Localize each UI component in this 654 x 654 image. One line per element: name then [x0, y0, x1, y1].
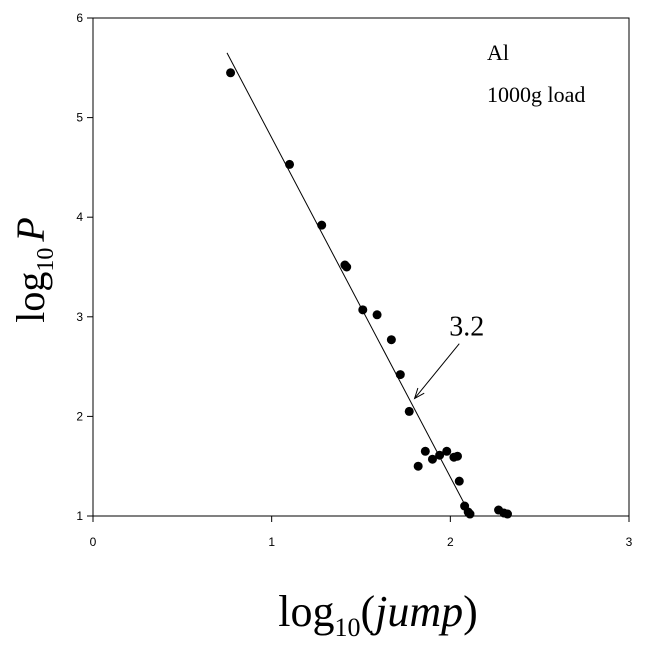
data-point	[317, 220, 327, 230]
data-point	[395, 370, 405, 380]
x-label-main: log	[278, 587, 334, 636]
data-point	[503, 509, 513, 519]
y-label-sub: 10	[33, 248, 59, 272]
y-tick-label: 6	[76, 11, 83, 25]
annotations: 3.2	[413, 312, 484, 400]
x-label-open: (	[360, 587, 375, 636]
x-label-close: )	[463, 587, 478, 636]
data-point	[454, 476, 464, 486]
data-points	[226, 68, 513, 519]
x-tick-label: 2	[447, 535, 454, 549]
data-point	[465, 509, 475, 519]
plot-frame	[92, 17, 630, 517]
annotation-label: 3.2	[449, 312, 484, 343]
x-tick-label: 1	[268, 535, 275, 549]
fit-line-group	[226, 52, 469, 512]
data-point	[452, 451, 462, 461]
fit-line	[226, 52, 469, 512]
annotation-arrowhead	[413, 387, 425, 400]
y-tick-label: 4	[76, 210, 83, 224]
data-point	[386, 335, 396, 345]
data-point	[404, 406, 414, 416]
y-tick-label: 5	[76, 111, 83, 125]
data-point	[427, 454, 437, 464]
svg-text:log10P: log10 P	[8, 217, 59, 323]
x-label-var: jump	[370, 587, 463, 636]
y-label-main: log	[8, 272, 53, 323]
data-point	[435, 450, 445, 460]
legend-line-1: Al	[487, 40, 509, 65]
data-point	[226, 68, 236, 78]
data-point	[420, 446, 430, 456]
data-point	[342, 262, 352, 272]
y-tick-label: 3	[76, 310, 83, 324]
data-point	[413, 461, 423, 471]
legend-line-2: 1000g load	[487, 82, 585, 107]
data-point	[358, 305, 368, 315]
y-axis-label: log10 P	[8, 217, 59, 323]
y-label-var: P	[8, 217, 53, 242]
x-tick-label: 0	[90, 535, 97, 549]
data-point	[285, 159, 295, 169]
x-label-sub: 10	[334, 613, 360, 642]
x-tick-label: 3	[626, 535, 633, 549]
y-tick-label: 2	[76, 409, 83, 423]
x-axis-label: log10(jump)	[278, 587, 478, 642]
data-point	[442, 446, 452, 456]
annotation-arrow	[414, 343, 460, 399]
y-tick-label: 1	[76, 509, 83, 523]
data-point	[372, 310, 382, 320]
